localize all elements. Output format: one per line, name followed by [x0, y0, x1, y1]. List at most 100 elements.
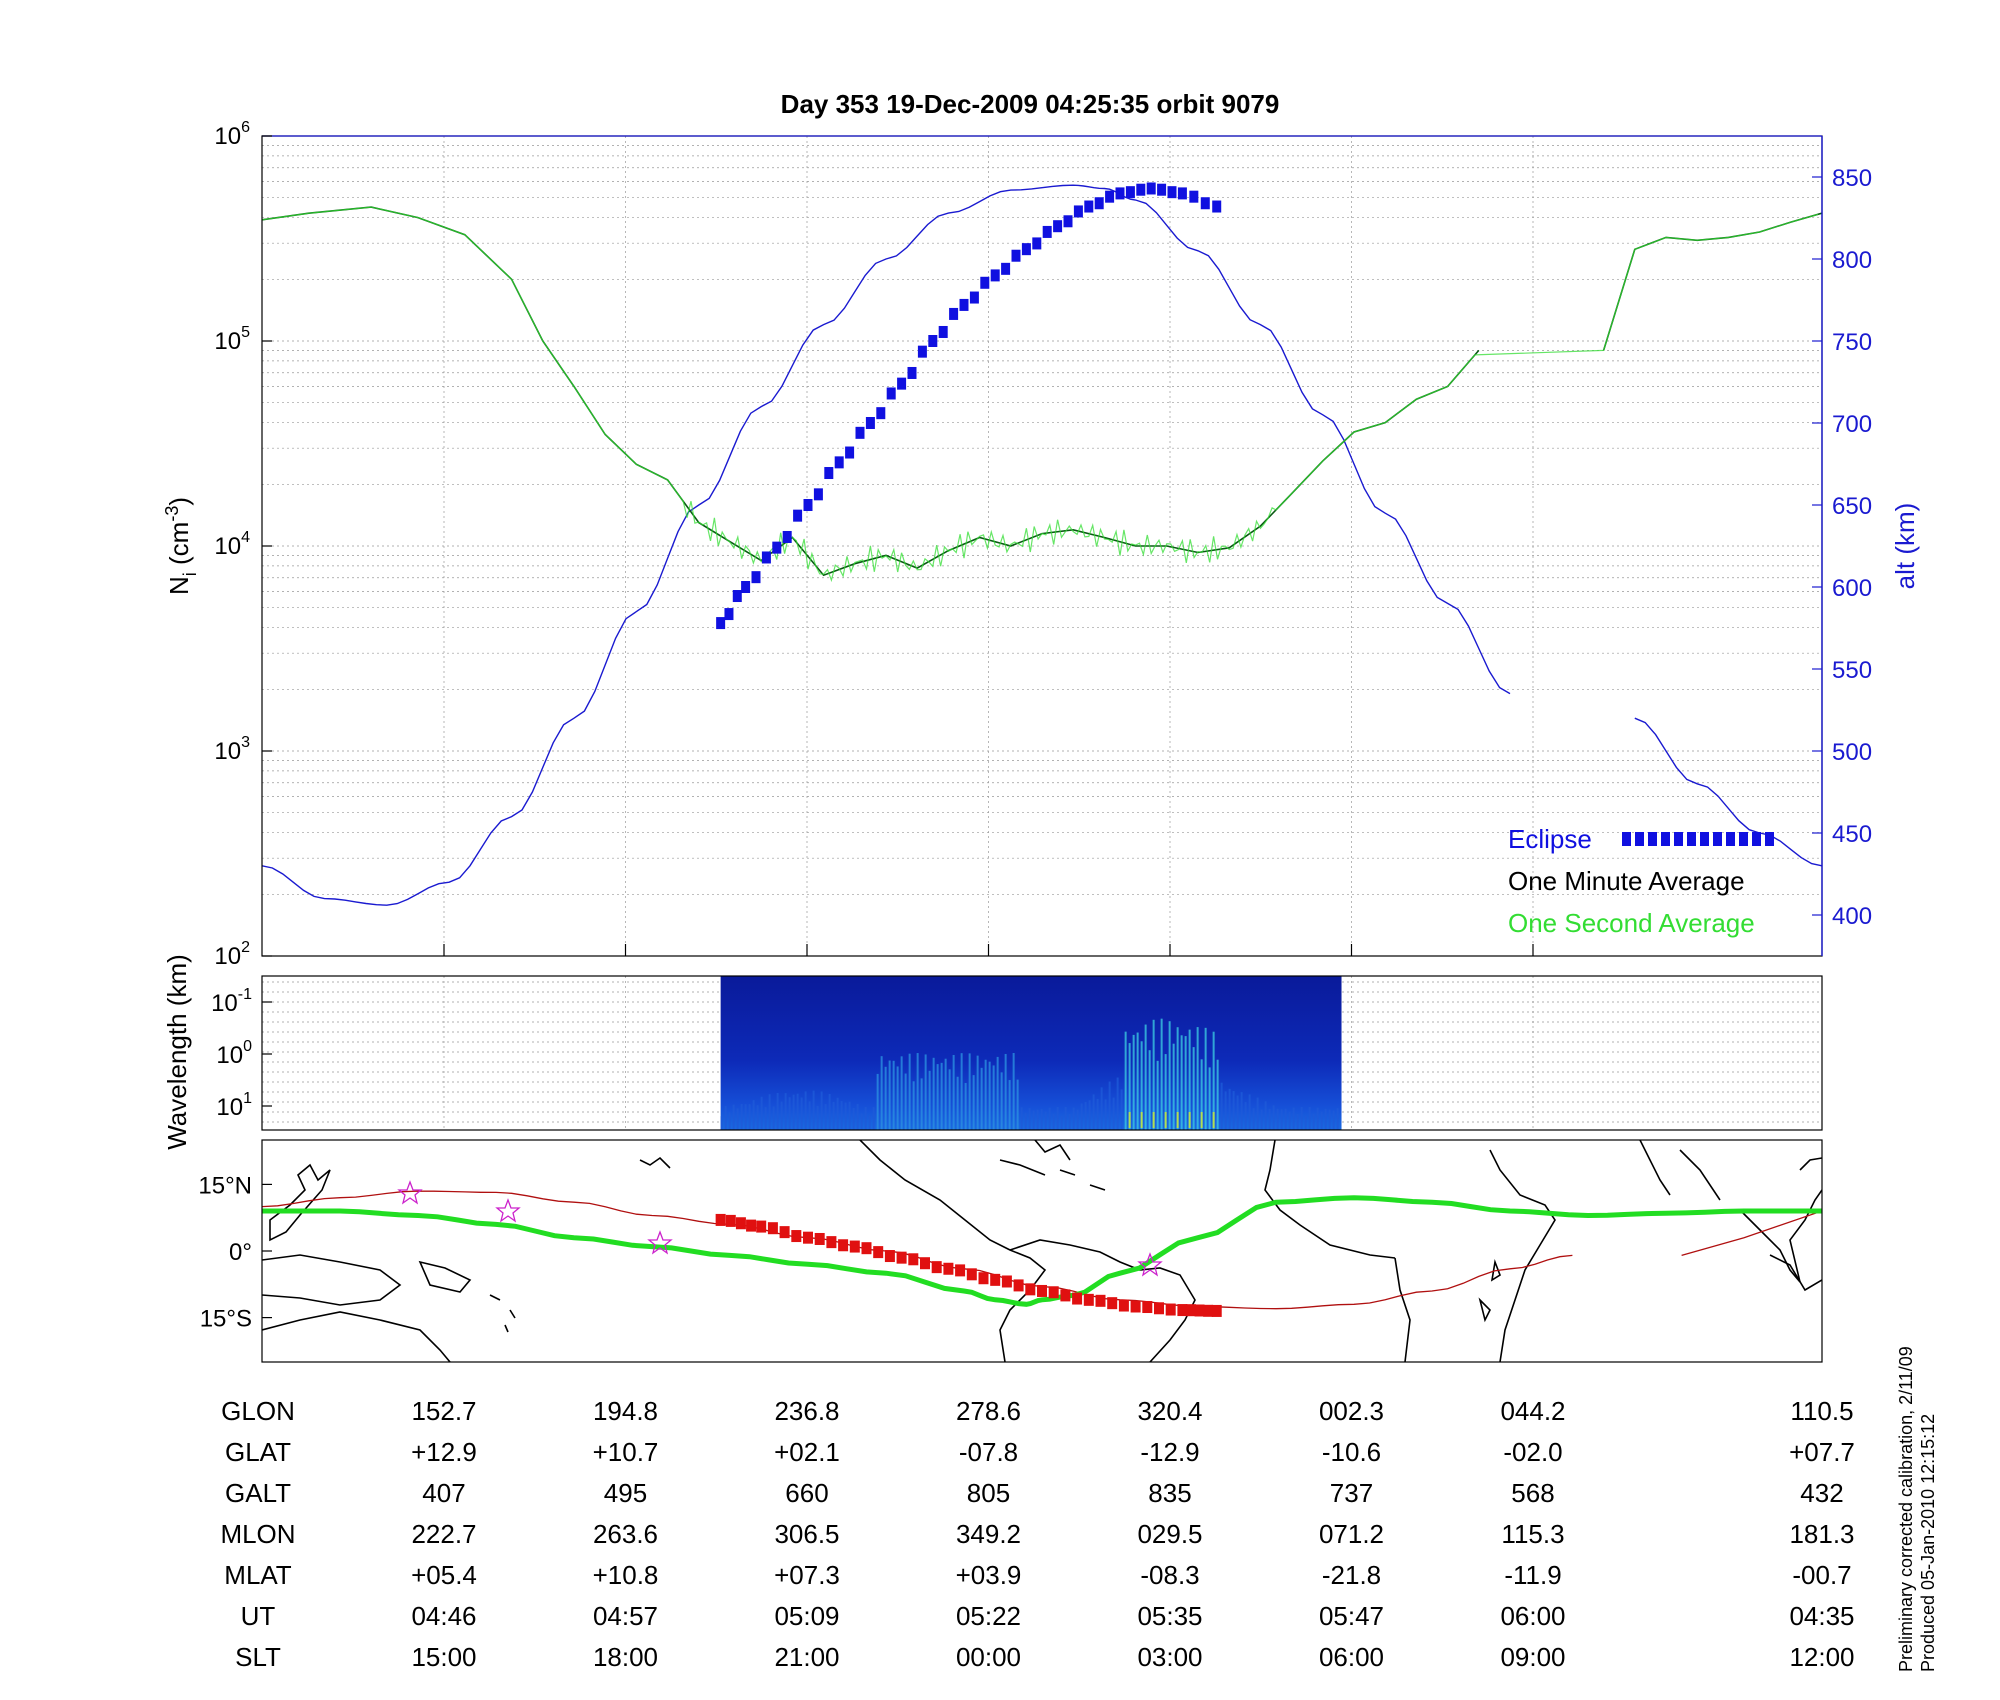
spectrogram-stripe [984, 1059, 987, 1130]
spectrogram-stripe [1092, 1094, 1095, 1130]
spectrogram-stripe [848, 1101, 851, 1130]
spectrogram-stripe [1184, 1036, 1187, 1130]
spectrogram-stripe [920, 1078, 923, 1130]
table-cell: 044.2 [1500, 1396, 1565, 1426]
table-cell: 05:35 [1137, 1601, 1202, 1631]
eclipse-mark [928, 335, 938, 347]
eclipse-mark [1622, 832, 1631, 846]
eclipse-track-mark [873, 1246, 884, 1259]
spectrogram-stripe [1252, 1108, 1255, 1130]
eclipse-track-mark [896, 1251, 907, 1264]
spectrogram-stripe [1112, 1097, 1115, 1130]
eclipse-mark [917, 345, 927, 358]
spectrogram-stripe [1320, 1111, 1323, 1130]
eclipse-mark [1212, 200, 1222, 213]
spectrogram-stripe [1068, 1113, 1071, 1130]
spectrogram-stripe [740, 1104, 743, 1130]
table-cell: 432 [1800, 1478, 1843, 1508]
table-cell: 152.7 [411, 1396, 476, 1426]
spectrogram-stripe [1324, 1108, 1327, 1130]
eclipse-track-mark [849, 1240, 860, 1253]
table-cell: 04:35 [1789, 1601, 1854, 1631]
density-line [262, 206, 1822, 577]
spectrogram-stripe [1124, 1031, 1127, 1130]
eclipse-track-mark [931, 1261, 942, 1274]
table-cell: +12.9 [411, 1437, 477, 1467]
spectrogram-hot [1128, 1112, 1131, 1128]
table-cell: +02.1 [774, 1437, 840, 1467]
left-tick-label: 105 [214, 324, 250, 355]
spectrogram-stripe [1160, 1018, 1163, 1130]
table-row-label: GLON [221, 1396, 295, 1426]
table-cell: +10.8 [593, 1560, 659, 1590]
legend-eclipse-swatch [1622, 832, 1774, 846]
spectrogram-stripe [1172, 1043, 1175, 1130]
eclipse-mark [761, 551, 771, 564]
spectrogram-stripe [896, 1066, 899, 1130]
density-grid [262, 136, 1822, 956]
spectrogram-stripe [1008, 1080, 1011, 1130]
spectrogram-hot [1164, 1112, 1167, 1128]
table-cell: 407 [422, 1478, 465, 1508]
spectrogram-stripe [1084, 1102, 1087, 1130]
eclipse-mark [803, 499, 813, 511]
table-cell: 236.8 [774, 1396, 839, 1426]
eclipse-mark [1739, 832, 1748, 846]
eclipse-mark [1687, 832, 1696, 846]
eclipse-track-mark [1037, 1284, 1047, 1297]
eclipse-mark [865, 417, 875, 429]
spectrogram-stripe [720, 1116, 723, 1130]
spectrogram-stripe [988, 1061, 991, 1130]
spectrogram-stripe [1280, 1109, 1283, 1130]
spectrogram-stripe [1104, 1099, 1107, 1130]
eclipse-track-mark [1060, 1289, 1071, 1302]
spectrogram-stripe [1052, 1113, 1055, 1130]
spectrogram-stripe [968, 1053, 971, 1130]
spectrogram-stripe [880, 1056, 883, 1130]
spectrogram-hot [1200, 1112, 1203, 1128]
eclipse-mark [1146, 182, 1156, 195]
eclipse-mark [990, 269, 1000, 282]
spectrogram-stripe [1200, 1059, 1203, 1130]
eclipse-mark [949, 307, 959, 320]
star-marker [495, 1198, 521, 1223]
spectrogram-stripe [1264, 1101, 1267, 1130]
right-ticks: 400 450 500 550 600 650 700 750 800 850 [1812, 165, 1872, 930]
eclipse-track-mark [908, 1253, 919, 1266]
table-row-label: GLAT [225, 1437, 291, 1467]
eclipse-mark [1115, 187, 1125, 200]
table-row-label: GALT [225, 1478, 291, 1508]
table-cell: -08.3 [1140, 1560, 1199, 1590]
wavelength-panel: 10-1 100 101 Wavelength (km) [162, 954, 1823, 1150]
table-cell: 09:00 [1500, 1642, 1565, 1672]
spectrogram-hot [1188, 1112, 1191, 1128]
spectrogram-stripe [1048, 1107, 1051, 1130]
spectrogram-stripe [1036, 1109, 1039, 1130]
table-cell: 568 [1511, 1478, 1554, 1508]
spectrogram-stripe [756, 1105, 759, 1130]
eclipse-track-mark [861, 1242, 872, 1255]
eclipse-mark [1177, 187, 1187, 200]
eclipse-track-mark [955, 1264, 966, 1277]
map-tick-label: 15°S [200, 1306, 252, 1333]
spectrogram-stripe [1256, 1097, 1259, 1130]
table-cell: +03.9 [956, 1560, 1022, 1590]
spectrogram-stripe [1024, 1112, 1027, 1130]
table-cell: 110.5 [1790, 1396, 1853, 1426]
spectrogram-stripe [1108, 1081, 1111, 1130]
eclipse-mark [1157, 183, 1167, 196]
eclipse-mark [1167, 186, 1177, 199]
eclipse-mark [1200, 197, 1210, 210]
eclipse-mark [1042, 225, 1052, 238]
table-cell: +10.7 [593, 1437, 659, 1467]
altitude-ylabel: alt (km) [1890, 503, 1920, 590]
spectrogram-stripe [892, 1060, 895, 1130]
table-cell: 12:00 [1789, 1642, 1854, 1672]
eclipse-mark [1648, 832, 1657, 846]
spectrogram-stripe [1188, 1029, 1191, 1130]
spectrogram-stripe [940, 1062, 943, 1130]
spectrogram-stripe [1044, 1111, 1047, 1130]
map-tick-label: 15°N [198, 1172, 252, 1199]
spectrogram-stripe [1228, 1088, 1231, 1130]
spectrogram-stripe [1284, 1108, 1287, 1130]
